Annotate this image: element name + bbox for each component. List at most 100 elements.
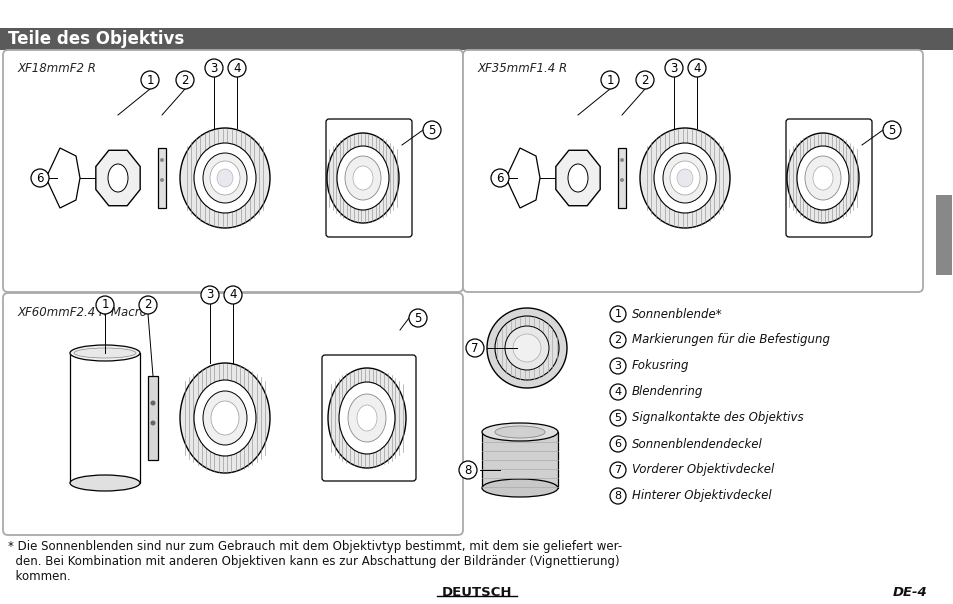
Text: 4: 4: [614, 387, 621, 397]
Ellipse shape: [70, 475, 140, 491]
Ellipse shape: [108, 164, 128, 192]
Text: 3: 3: [210, 62, 217, 74]
Ellipse shape: [328, 368, 406, 468]
Ellipse shape: [353, 166, 373, 190]
Ellipse shape: [669, 161, 700, 195]
Circle shape: [96, 296, 113, 314]
Text: Fokusring: Fokusring: [631, 359, 689, 373]
Ellipse shape: [180, 128, 270, 228]
Circle shape: [609, 488, 625, 504]
Circle shape: [609, 410, 625, 426]
Text: 1: 1: [605, 74, 613, 86]
Circle shape: [636, 71, 654, 89]
Ellipse shape: [348, 394, 386, 442]
Text: 1: 1: [614, 309, 620, 319]
Circle shape: [609, 384, 625, 400]
Ellipse shape: [639, 128, 729, 228]
Text: 8: 8: [614, 491, 621, 501]
Ellipse shape: [336, 146, 389, 210]
Circle shape: [609, 358, 625, 374]
Circle shape: [609, 436, 625, 452]
Text: 2: 2: [640, 74, 648, 86]
Text: Vorderer Objektivdeckel: Vorderer Objektivdeckel: [631, 463, 774, 477]
Ellipse shape: [504, 326, 548, 370]
Ellipse shape: [513, 334, 540, 362]
Ellipse shape: [338, 382, 395, 454]
Ellipse shape: [193, 143, 255, 213]
FancyBboxPatch shape: [326, 119, 412, 237]
Text: 7: 7: [471, 341, 478, 355]
Text: 2: 2: [614, 335, 621, 345]
FancyBboxPatch shape: [785, 119, 871, 237]
Text: 7: 7: [614, 465, 621, 475]
FancyBboxPatch shape: [462, 50, 923, 292]
Text: 2: 2: [144, 298, 152, 312]
Text: XF60mmF2.4 R Macro: XF60mmF2.4 R Macro: [18, 306, 148, 318]
FancyBboxPatch shape: [935, 195, 951, 275]
Ellipse shape: [70, 345, 140, 361]
Text: XF35mmF1.4 R: XF35mmF1.4 R: [477, 62, 568, 76]
Circle shape: [30, 169, 49, 187]
Text: 6: 6: [36, 172, 44, 184]
Ellipse shape: [74, 348, 136, 358]
Text: 5: 5: [887, 123, 895, 137]
FancyBboxPatch shape: [70, 353, 140, 483]
Text: 3: 3: [670, 62, 677, 74]
Text: 4: 4: [229, 289, 236, 301]
Text: Blendenring: Blendenring: [631, 385, 702, 399]
Circle shape: [160, 158, 164, 162]
Circle shape: [687, 59, 705, 77]
Text: 5: 5: [428, 123, 436, 137]
FancyBboxPatch shape: [3, 293, 462, 535]
Text: DEUTSCH: DEUTSCH: [441, 585, 512, 599]
Ellipse shape: [345, 156, 380, 200]
FancyBboxPatch shape: [618, 148, 625, 208]
Circle shape: [175, 71, 193, 89]
Text: Markierungen für die Befestigung: Markierungen für die Befestigung: [631, 333, 829, 347]
Circle shape: [600, 71, 618, 89]
Circle shape: [205, 59, 223, 77]
Text: 4: 4: [693, 62, 700, 74]
Circle shape: [141, 71, 159, 89]
Ellipse shape: [210, 161, 240, 195]
Text: Signalkontakte des Objektivs: Signalkontakte des Objektivs: [631, 411, 802, 425]
Text: 6: 6: [614, 439, 620, 449]
FancyBboxPatch shape: [322, 355, 416, 481]
Text: XF18mmF2 R: XF18mmF2 R: [18, 62, 97, 76]
Ellipse shape: [481, 423, 558, 441]
Ellipse shape: [567, 164, 587, 192]
Circle shape: [491, 169, 509, 187]
Ellipse shape: [495, 426, 544, 438]
Ellipse shape: [481, 479, 558, 497]
Circle shape: [151, 420, 155, 425]
Text: Sonnenblendendeckel: Sonnenblendendeckel: [631, 437, 762, 451]
Ellipse shape: [662, 153, 706, 203]
Circle shape: [882, 121, 900, 139]
Circle shape: [458, 461, 476, 479]
Text: 5: 5: [614, 413, 620, 423]
FancyBboxPatch shape: [148, 376, 158, 460]
Circle shape: [619, 178, 623, 182]
Circle shape: [160, 178, 164, 182]
Text: 1: 1: [146, 74, 153, 86]
Text: kommen.: kommen.: [8, 570, 71, 583]
Text: 8: 8: [464, 463, 471, 477]
FancyBboxPatch shape: [158, 148, 166, 208]
FancyBboxPatch shape: [481, 432, 558, 488]
Text: den. Bei Kombination mit anderen Objektiven kann es zur Abschattung der Bildränd: den. Bei Kombination mit anderen Objekti…: [8, 555, 619, 568]
Ellipse shape: [216, 169, 233, 187]
Ellipse shape: [812, 166, 832, 190]
Circle shape: [224, 286, 242, 304]
Text: * Die Sonnenblenden sind nur zum Gebrauch mit dem Objektivtyp bestimmt, mit dem : * Die Sonnenblenden sind nur zum Gebrauc…: [8, 540, 621, 553]
Text: 3: 3: [614, 361, 620, 371]
Ellipse shape: [203, 153, 247, 203]
Text: 3: 3: [206, 289, 213, 301]
Polygon shape: [556, 150, 599, 206]
Ellipse shape: [356, 405, 376, 431]
Ellipse shape: [211, 401, 239, 435]
Ellipse shape: [180, 363, 270, 473]
Circle shape: [228, 59, 246, 77]
Ellipse shape: [786, 133, 858, 223]
Text: Hinterer Objektivdeckel: Hinterer Objektivdeckel: [631, 489, 771, 503]
Ellipse shape: [804, 156, 841, 200]
